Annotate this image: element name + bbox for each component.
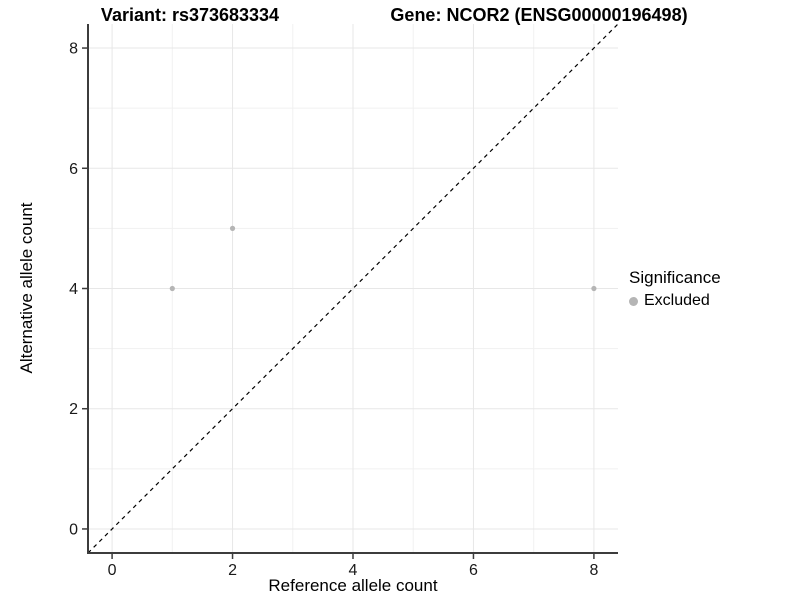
y-tick-label: 8 (69, 41, 78, 58)
data-point (591, 285, 597, 292)
legend-item-excluded: Excluded (629, 292, 721, 310)
identity-line (88, 24, 618, 553)
plot-title-variant: Variant: rs373683334 (100, 5, 280, 25)
y-tick-label: 2 (69, 401, 78, 418)
plot-title-gene: Gene: NCOR2 (ENSG00000196498) (390, 5, 688, 25)
x-tick-label: 2 (228, 562, 237, 579)
data-point (169, 285, 175, 292)
x-tick-label: 6 (469, 562, 478, 579)
legend: Significance Excluded (629, 268, 721, 310)
y-tick-label: 4 (69, 281, 78, 298)
y-axis-title: Alternative allele count (17, 202, 36, 374)
x-tick-label: 4 (349, 562, 358, 579)
x-tick-label: 0 (108, 562, 117, 579)
x-tick-label: 8 (589, 562, 598, 579)
y-tick-label: 0 (69, 521, 78, 538)
legend-title: Significance (629, 268, 721, 287)
circle-icon (629, 296, 638, 306)
x-axis-title: Reference allele count (268, 576, 438, 595)
y-tick-label: 6 (69, 161, 78, 178)
data-point (229, 225, 236, 231)
legend-item-label: Excluded (644, 292, 710, 309)
